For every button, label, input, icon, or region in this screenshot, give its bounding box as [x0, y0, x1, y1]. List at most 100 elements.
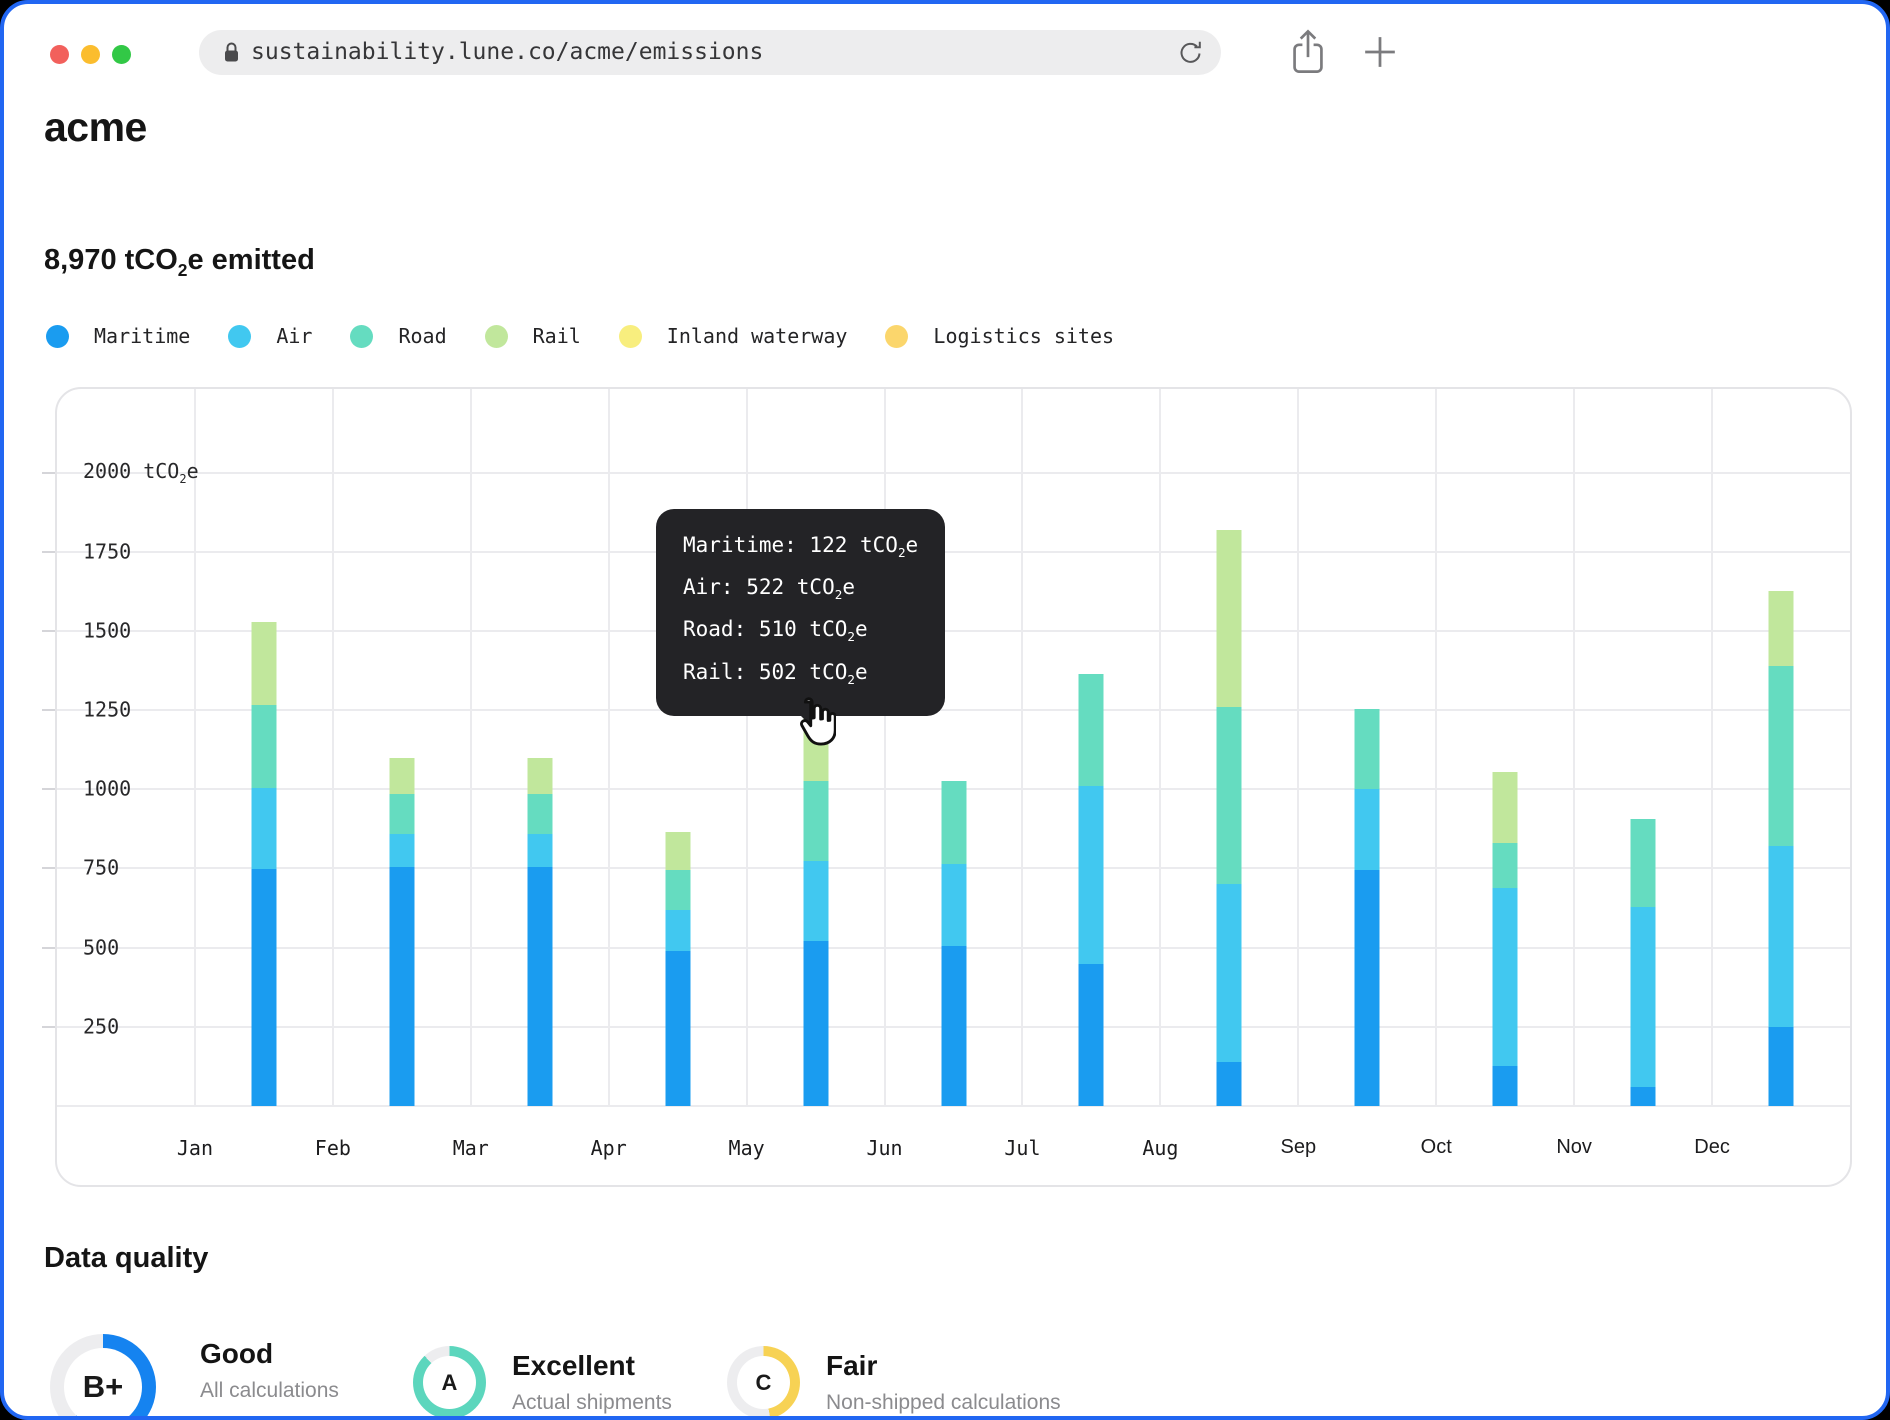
close-window-button[interactable]	[50, 45, 69, 64]
bar-segment-air	[665, 910, 690, 951]
bar-may[interactable]	[803, 701, 828, 1106]
bar-segment-road	[665, 870, 690, 910]
bar-apr[interactable]	[665, 832, 690, 1106]
bar-dec[interactable]	[1769, 591, 1794, 1106]
bar-nov[interactable]	[1631, 819, 1656, 1106]
legend-label: Logistics sites	[933, 324, 1114, 348]
tooltip-line-road: Road: 510 tCO2e	[683, 612, 918, 654]
y-axis-label: 750	[83, 856, 119, 880]
quality-card-fair: CFairNon-shipped calculations	[727, 1346, 1061, 1419]
y-axis-label: 2000 tCO2e	[83, 459, 199, 486]
v-gridline	[194, 389, 196, 1106]
legend-dot	[46, 325, 69, 348]
bar-sep[interactable]	[1355, 709, 1380, 1106]
bar-segment-road	[803, 781, 828, 860]
bar-segment-air	[1769, 846, 1794, 1027]
bar-segment-air	[1355, 789, 1380, 870]
h-gridline	[57, 630, 1850, 632]
bar-segment-maritime	[1769, 1027, 1794, 1106]
chart-tooltip: Maritime: 122 tCO2eAir: 522 tCO2eRoad: 5…	[656, 509, 945, 716]
bar-segment-air	[803, 861, 828, 942]
new-tab-button[interactable]	[1362, 34, 1398, 70]
bar-segment-rail	[389, 758, 414, 794]
quality-description: Actual shipments	[512, 1391, 672, 1415]
v-gridline	[1297, 389, 1299, 1106]
v-gridline	[746, 389, 748, 1106]
bar-segment-road	[1769, 666, 1794, 847]
legend-item-rail[interactable]: Rail	[485, 324, 581, 348]
quality-card-excellent: AExcellentActual shipments	[413, 1346, 672, 1419]
legend-label: Inland waterway	[667, 324, 848, 348]
bar-segment-air	[1217, 884, 1242, 1061]
v-gridline	[332, 389, 334, 1106]
y-axis-tick	[42, 551, 55, 553]
x-axis-label-mar: Mar	[453, 1136, 489, 1160]
browser-window: sustainability.lune.co/acme/emissions ac…	[0, 0, 1890, 1420]
bar-aug[interactable]	[1217, 530, 1242, 1106]
v-gridline	[884, 389, 886, 1106]
legend-dot	[350, 325, 373, 348]
share-icon	[1289, 28, 1327, 75]
bar-feb[interactable]	[389, 758, 414, 1106]
reload-button[interactable]	[1176, 38, 1205, 67]
y-axis-tick	[42, 630, 55, 632]
h-gridline	[57, 709, 1850, 711]
x-axis-label-sep: Sep	[1281, 1136, 1317, 1159]
y-axis-label: 250	[83, 1014, 119, 1038]
bar-segment-rail	[1217, 530, 1242, 707]
bar-jul[interactable]	[1079, 674, 1104, 1106]
y-axis-label: 1500	[83, 618, 131, 642]
legend-item-inland-waterway[interactable]: Inland waterway	[619, 324, 848, 348]
minimize-window-button[interactable]	[81, 45, 100, 64]
bar-segment-rail	[527, 758, 552, 794]
y-axis-tick	[42, 472, 55, 474]
bar-jan[interactable]	[251, 622, 276, 1106]
share-button[interactable]	[1289, 28, 1327, 75]
address-bar[interactable]: sustainability.lune.co/acme/emissions	[199, 30, 1221, 75]
bar-segment-road	[1631, 819, 1656, 906]
y-axis-tick	[42, 947, 55, 949]
tooltip-line-maritime: Maritime: 122 tCO2e	[683, 528, 918, 570]
legend-dot	[885, 325, 908, 348]
v-gridline	[1573, 389, 1575, 1106]
legend-dot	[228, 325, 251, 348]
bar-segment-road	[1355, 709, 1380, 790]
grade-letter: B+	[64, 1348, 142, 1420]
bar-mar[interactable]	[527, 758, 552, 1106]
tooltip-line-air: Air: 522 tCO2e	[683, 570, 918, 612]
bar-segment-road	[1079, 674, 1104, 786]
legend-item-air[interactable]: Air	[228, 324, 312, 348]
x-axis-label-nov: Nov	[1556, 1136, 1592, 1159]
y-axis-label: 1750	[83, 539, 131, 563]
legend-item-maritime[interactable]: Maritime	[46, 324, 190, 348]
bar-segment-air	[389, 834, 414, 867]
emissions-headline: 8,970 tCO2e emitted	[44, 244, 315, 281]
quality-rating: Good	[200, 1338, 339, 1370]
bar-jun[interactable]	[941, 781, 966, 1106]
bar-segment-road	[389, 794, 414, 834]
y-axis-tick	[42, 1026, 55, 1028]
zoom-window-button[interactable]	[112, 45, 131, 64]
bar-segment-road	[1217, 707, 1242, 884]
x-axis-label-apr: Apr	[591, 1136, 627, 1160]
plus-icon	[1362, 34, 1398, 70]
bar-oct[interactable]	[1493, 772, 1518, 1106]
bar-segment-air	[1079, 786, 1104, 963]
bar-segment-rail	[1769, 591, 1794, 665]
h-gridline	[57, 551, 1850, 553]
quality-rating: Excellent	[512, 1350, 672, 1382]
bar-segment-rail	[251, 622, 276, 706]
grade-donut: B+	[50, 1334, 156, 1420]
bar-segment-maritime	[527, 867, 552, 1106]
bar-segment-maritime	[389, 867, 414, 1106]
y-axis-label: 1000	[83, 777, 131, 801]
quality-card-good: B+ Good All calculations	[50, 1334, 339, 1420]
chart-card: 2000 tCO2e1750150012501000750500250JanFe…	[55, 387, 1852, 1187]
bar-segment-rail	[1493, 772, 1518, 843]
legend-item-road[interactable]: Road	[350, 324, 446, 348]
x-axis-label-dec: Dec	[1694, 1136, 1730, 1159]
legend-label: Air	[276, 324, 312, 348]
quality-description: All calculations	[200, 1379, 339, 1403]
legend-dot	[619, 325, 642, 348]
legend-item-logistics-sites[interactable]: Logistics sites	[885, 324, 1114, 348]
